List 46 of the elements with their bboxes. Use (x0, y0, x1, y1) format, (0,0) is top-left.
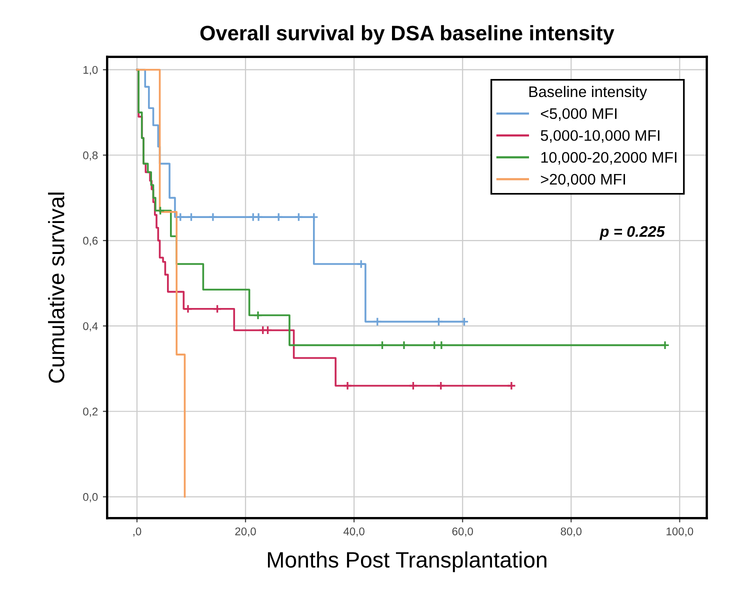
point (274, 212, 284, 222)
y-tick-label: 0,2 (83, 408, 98, 417)
point (254, 212, 264, 222)
point (253, 310, 263, 320)
point (436, 340, 446, 350)
x-tick-label: ,0 (133, 527, 142, 537)
point (156, 206, 165, 216)
y-tick-label: 0,4 (83, 322, 98, 332)
legend-label: >20,000 MFI (540, 174, 625, 186)
x-axis-title: Months Post Transplantation (268, 551, 546, 572)
point (186, 212, 196, 222)
point (342, 381, 352, 390)
point (208, 212, 218, 222)
annotation: p = 0.225 (600, 226, 666, 240)
point (408, 381, 418, 390)
point (294, 212, 304, 222)
point (434, 317, 444, 326)
x-tick-label: 100,0 (666, 527, 694, 537)
legend-label: 10,000-20,2000 MFI (541, 152, 676, 165)
y-tick-label: 0,6 (83, 236, 98, 246)
y-axis-title: Cumulative survival (48, 192, 64, 383)
point (212, 304, 222, 314)
legend-title: Baseline intensity (529, 86, 648, 100)
point (460, 317, 469, 326)
point (176, 212, 186, 222)
point (263, 326, 272, 335)
x-tick-label: 80,0 (560, 527, 582, 537)
x-tick-label: 60,0 (452, 527, 473, 537)
point (660, 340, 670, 350)
legend-label: <5,000 MFI (540, 108, 616, 121)
point (378, 340, 387, 350)
y-tick-label: 0,0 (83, 493, 98, 502)
point (183, 304, 193, 314)
point (430, 340, 440, 350)
y-tick-label: 0,8 (83, 151, 98, 161)
point (436, 381, 446, 390)
point (372, 317, 382, 326)
point (356, 259, 366, 269)
point (399, 340, 409, 350)
point (506, 381, 516, 390)
y-tick-label: 1,0 (84, 66, 98, 76)
legend-label: 5,000-10,000 MFI (540, 130, 660, 143)
x-tick-label: 40,0 (344, 527, 364, 537)
point (309, 212, 319, 222)
chart-title: Overall survival by DSA baseline intensity (200, 25, 614, 45)
x-tick-label: 20,0 (235, 527, 256, 537)
